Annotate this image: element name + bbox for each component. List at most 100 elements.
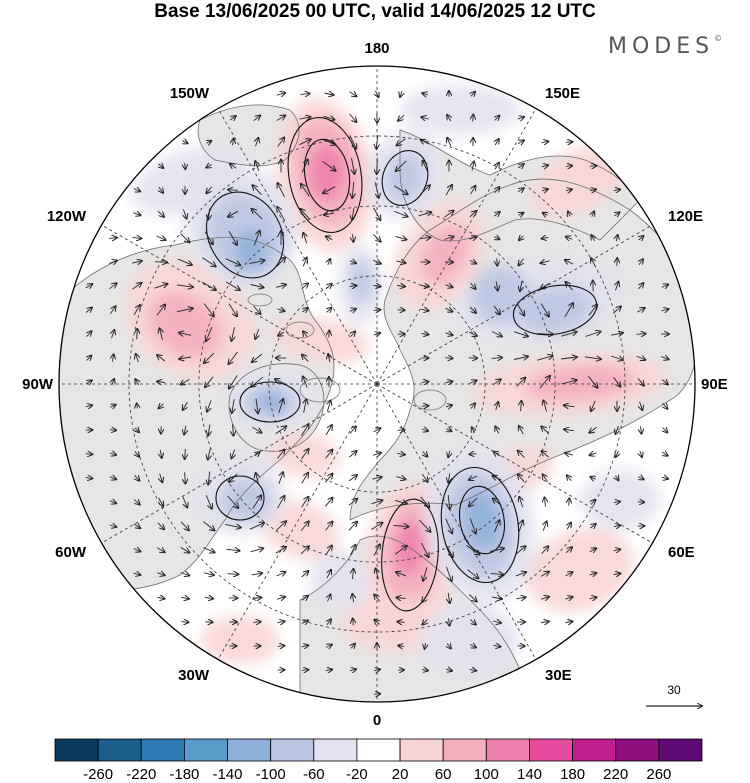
wind-arrow [373, 428, 381, 432]
wind-arrow [545, 497, 546, 507]
wind-arrow [133, 524, 140, 528]
wind-arrow [397, 622, 405, 623]
contour-line [206, 191, 284, 279]
wind-arrow [448, 592, 450, 603]
wind-arrow [397, 430, 405, 431]
wind-arrow [183, 401, 188, 410]
wind-arrow [590, 453, 597, 456]
brand-mark: © [714, 34, 723, 43]
longitude-label: 90W [22, 376, 54, 393]
wind-arrow [228, 230, 237, 245]
wind-arrow [137, 329, 138, 340]
anomaly-blob [261, 500, 339, 560]
wind-arrow [639, 283, 644, 290]
wind-arrow [323, 116, 335, 119]
wind-arrow [301, 473, 308, 484]
wind-arrow [588, 376, 598, 387]
wind-arrow [253, 305, 261, 314]
wind-arrow [543, 521, 546, 531]
wind-arrow [232, 399, 234, 413]
colorbar-swatch [572, 738, 617, 762]
wind-arrow [393, 525, 409, 526]
wind-arrow [185, 472, 186, 483]
wind-arrow [471, 92, 475, 97]
wind-arrow [639, 259, 643, 266]
wind-arrow [300, 521, 309, 531]
wind-arrow [299, 117, 311, 119]
wind-arrow [540, 597, 549, 600]
wind-arrow [278, 399, 283, 414]
wind-arrow [301, 209, 310, 220]
wind-arrow [616, 235, 617, 242]
wind-arrow [421, 334, 429, 335]
wind-arrow [87, 331, 92, 336]
wind-arrow [277, 207, 286, 222]
wind-arrow [639, 236, 644, 240]
wind-arrow [536, 334, 553, 335]
wind-arrow [109, 430, 116, 431]
wind-arrow [611, 333, 623, 335]
wind-arrow [112, 379, 114, 386]
wind-arrow [662, 452, 667, 455]
wind-arrow [469, 476, 478, 480]
wind-arrow [515, 572, 526, 576]
wind-arrow [231, 449, 234, 459]
wind-arrow [495, 139, 499, 146]
wind-arrow [565, 189, 572, 190]
wind-arrow [277, 309, 285, 311]
wind-arrow [469, 211, 477, 218]
wind-arrow [275, 521, 286, 532]
wind-arrow [275, 426, 287, 435]
wind-arrow [468, 594, 476, 602]
wind-arrow [469, 669, 477, 670]
wind-arrow [108, 261, 117, 264]
wind-arrow [135, 379, 138, 386]
longitude-label: 0 [373, 712, 381, 729]
anomaly-blob [234, 230, 266, 270]
wind-arrow [569, 498, 570, 506]
wind-arrow [640, 401, 643, 410]
wind-arrow [565, 572, 573, 576]
colorbar-swatch [183, 738, 228, 762]
anomaly-blob [310, 550, 370, 610]
wind-arrow [541, 165, 548, 167]
wind-arrow [445, 669, 452, 671]
wind-arrow [159, 164, 164, 168]
wind-arrow [640, 450, 642, 457]
wind-arrow [420, 542, 428, 557]
colorbar-swatch [54, 738, 99, 762]
wind-arrow [445, 518, 452, 534]
wind-arrow [208, 208, 209, 220]
wind-arrow [397, 286, 405, 287]
wind-arrow [421, 382, 429, 383]
longitude-label: 150W [170, 85, 210, 102]
colorbar-label: 140 [517, 766, 542, 783]
wind-arrow [251, 573, 262, 575]
wind-arrow [448, 473, 449, 482]
wind-arrow [637, 308, 644, 312]
wind-arrow [444, 542, 453, 557]
wind-arrow [233, 424, 234, 435]
anomaly-blob [147, 291, 223, 359]
wind-arrow [352, 158, 355, 174]
colorbar-swatch [658, 738, 703, 762]
wind-arrow [227, 495, 239, 508]
wind-arrow [615, 212, 620, 215]
wind-arrow [230, 164, 237, 168]
wind-arrow [447, 429, 452, 431]
wind-arrow [353, 569, 354, 580]
wind-arrow [182, 496, 188, 508]
colorbar-swatch [313, 738, 358, 762]
wind-arrow [495, 187, 500, 194]
colorbar-label: 60 [435, 766, 452, 783]
wind-arrow [421, 286, 429, 287]
wind-arrow [324, 93, 334, 95]
wind-arrow [325, 498, 332, 507]
wind-arrow [254, 452, 259, 456]
wind-arrow [135, 428, 139, 432]
wind-arrow [423, 161, 428, 172]
wind-arrow [516, 597, 525, 598]
wind-arrow [352, 181, 353, 198]
contour-line [215, 475, 265, 521]
